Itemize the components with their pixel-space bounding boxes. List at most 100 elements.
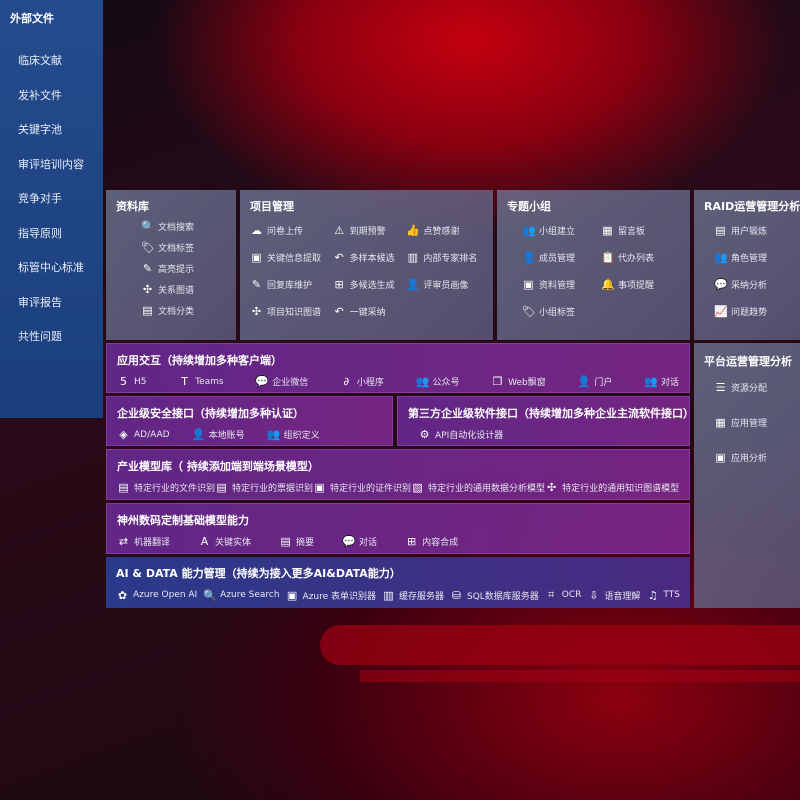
feature-item[interactable]: 💬 对话: [342, 535, 377, 548]
feature-icon: 🔔: [601, 278, 615, 291]
sidebar-item[interactable]: 审评培训内容: [18, 157, 84, 171]
feature-item[interactable]: 5 H5: [117, 375, 147, 388]
feature-label: 留言板: [618, 227, 646, 237]
feature-item[interactable]: ▥ 内部专家排名: [406, 251, 483, 264]
feature-item[interactable]: ▣ 应用分析: [714, 451, 790, 464]
feature-item[interactable]: ✣ 特定行业的通用知识图谱模型: [545, 481, 679, 494]
feature-item[interactable]: ⊞ 内容合成: [405, 535, 458, 548]
feature-item[interactable]: 🔍 文档搜索: [141, 220, 226, 233]
feature-icon: ▤: [118, 481, 129, 494]
feature-item[interactable]: ◈ AD/AAD: [117, 428, 169, 441]
feature-item[interactable]: 👥 公众号: [415, 375, 459, 388]
feature-item[interactable]: ▣ 特定行业的证件识别: [313, 481, 411, 494]
feature-icon: 👥: [714, 251, 728, 264]
feature-icon: ↶: [334, 305, 344, 318]
feature-item[interactable]: ▤ 用户锻炼: [714, 224, 790, 237]
feature-item[interactable]: ✎ 回复库维护: [250, 278, 327, 291]
feature-item[interactable]: ▤ 摘要: [279, 535, 314, 548]
feature-item[interactable]: 👥 对话: [644, 375, 679, 388]
feature-item[interactable]: 💬 企业微信: [255, 375, 308, 388]
feature-item[interactable]: ↶ 多样本候选: [333, 251, 401, 264]
feature-item[interactable]: ⊞ 多候选生成: [333, 278, 401, 291]
feature-icon: ◈: [119, 428, 128, 441]
panel-title: 应用交互（持续增加多种客户端）: [117, 354, 282, 367]
sidebar-item[interactable]: 共性问题: [18, 330, 62, 343]
feature-label: 一键采纳: [349, 308, 386, 318]
feature-item[interactable]: ⇄ 机器翻译: [117, 535, 170, 548]
feature-item[interactable]: T Teams: [178, 375, 223, 388]
feature-item[interactable]: 🏷 小组标签: [522, 305, 601, 318]
feature-item[interactable]: ⚠ 到期预警: [333, 224, 401, 237]
feature-icon: 💬: [255, 375, 269, 388]
feature-item[interactable]: 💬 采纳分析: [714, 278, 790, 291]
feature-label: 文档标签: [158, 244, 195, 254]
panel-title: 项目管理: [250, 200, 294, 213]
feature-label: 特定行业的通用知识图谱模型: [562, 484, 680, 494]
feature-icon: ✿: [117, 588, 128, 602]
feature-item[interactable]: ⌗ OCR: [545, 588, 582, 602]
feature-label: 内部专家排名: [423, 254, 478, 264]
feature-item[interactable]: ☁ 问卷上传: [250, 224, 327, 237]
feature-label: 语音理解: [604, 591, 641, 602]
feature-item[interactable]: ▦ 应用管理: [714, 416, 790, 429]
feature-label: 到期预警: [349, 227, 386, 237]
feature-item[interactable]: 👤 本地账号: [192, 428, 245, 441]
panel-project-management: 项目管理 ☁ 问卷上传 ⚠ 到期预警 👍 点赞感谢 ▣ 关键信息提取 ↶ 多样本候选 ▥ 内部专家排名…: [240, 190, 493, 340]
feature-label: 缓存服务器: [399, 591, 445, 602]
feature-item[interactable]: ⛁ SQL数据库服务器: [450, 588, 539, 602]
feature-item[interactable]: ▣ 关键信息提取: [250, 251, 327, 264]
feature-item[interactable]: ✎ 高亮提示: [141, 262, 226, 275]
sidebar-item[interactable]: 标管中心标准: [18, 261, 84, 274]
feature-item[interactable]: ▥ 缓存服务器: [382, 588, 444, 602]
feature-item[interactable]: ✣ 项目知识图谱: [250, 305, 327, 318]
feature-label: 项目知识图谱: [267, 308, 322, 318]
feature-item[interactable]: ▦ 留言板: [601, 224, 680, 237]
feature-label: 回复库维护: [267, 281, 313, 291]
sidebar-item[interactable]: 关键字池: [18, 123, 62, 136]
feature-icon: 👤: [191, 428, 206, 441]
feature-item[interactable]: ▧ 特定行业的通用数据分析模型: [411, 481, 545, 494]
feature-item[interactable]: 👤 门户: [577, 375, 612, 388]
feature-label: 应用分析: [731, 454, 768, 464]
sidebar-item[interactable]: 指导原则: [18, 226, 62, 240]
feature-icon: ▦: [715, 416, 726, 429]
sidebar-item[interactable]: 竞争对手: [18, 192, 62, 205]
feature-item[interactable]: 🏷 文档标签: [141, 241, 226, 254]
feature-item[interactable]: 👍 点赞感谢: [406, 224, 483, 237]
feature-item[interactable]: ☰ 资源分配: [714, 381, 790, 394]
feature-label: 机器翻译: [134, 538, 171, 548]
feature-item[interactable]: ⚙ API自动化设计器: [418, 428, 504, 441]
feature-item[interactable]: ∂ 小程序: [340, 375, 383, 388]
feature-item[interactable]: ⇩ 语音理解: [587, 588, 640, 602]
feature-item[interactable]: ✿ Azure Open AI: [116, 588, 197, 602]
feature-icon: 👍: [406, 224, 421, 237]
feature-item[interactable]: 👤 评审员画像: [406, 278, 483, 291]
feature-item[interactable]: ↶ 一键采纳: [333, 305, 401, 318]
feature-item[interactable]: 📈 问题趋势: [714, 305, 790, 318]
feature-label: API自动化设计器: [435, 431, 504, 441]
feature-item[interactable]: 👥 小组建立: [522, 224, 601, 237]
sidebar-item[interactable]: 审评报告: [18, 295, 62, 309]
feature-item[interactable]: ❐ Web飘窗: [491, 375, 546, 388]
feature-item[interactable]: ▤ 特定行业的票据识别: [215, 481, 313, 494]
feature-label: OCR: [561, 590, 582, 600]
feature-item[interactable]: 👥 组织定义: [267, 428, 320, 441]
feature-item[interactable]: 🔔 事项提醒: [601, 278, 680, 291]
feature-item[interactable]: ✣ 关系图谱: [141, 283, 226, 296]
feature-icon: T: [181, 375, 188, 388]
feature-item[interactable]: A 关键实体: [198, 535, 251, 548]
feature-item[interactable]: ▣ 资料管理: [522, 278, 601, 291]
feature-label: 本地账号: [208, 431, 245, 441]
feature-item[interactable]: 🔍 Azure Search: [203, 588, 279, 602]
feature-item[interactable]: ♫ TTS: [646, 588, 680, 602]
feature-item[interactable]: 📋 代办列表: [601, 251, 680, 264]
panel-topic-group: 专题小组 👥 小组建立 ▦ 留言板 👤 成员管理 📋 代办列表 ▣ 资料管理 🔔 事项提醒 🏷 小组标签: [497, 190, 690, 340]
sidebar-item[interactable]: 临床文献: [18, 54, 62, 67]
feature-item[interactable]: 👥 角色管理: [714, 251, 790, 264]
feature-item[interactable]: ▤ 特定行业的文件识别: [117, 481, 215, 494]
feature-item[interactable]: ▣ Azure 表单识别器: [286, 588, 376, 602]
feature-item[interactable]: ▤ 文档分类: [141, 304, 226, 317]
panel-title: 神州数码定制基础模型能力: [117, 514, 249, 527]
sidebar-item[interactable]: 发补文件: [18, 88, 62, 102]
feature-item[interactable]: 👤 成员管理: [522, 251, 601, 264]
